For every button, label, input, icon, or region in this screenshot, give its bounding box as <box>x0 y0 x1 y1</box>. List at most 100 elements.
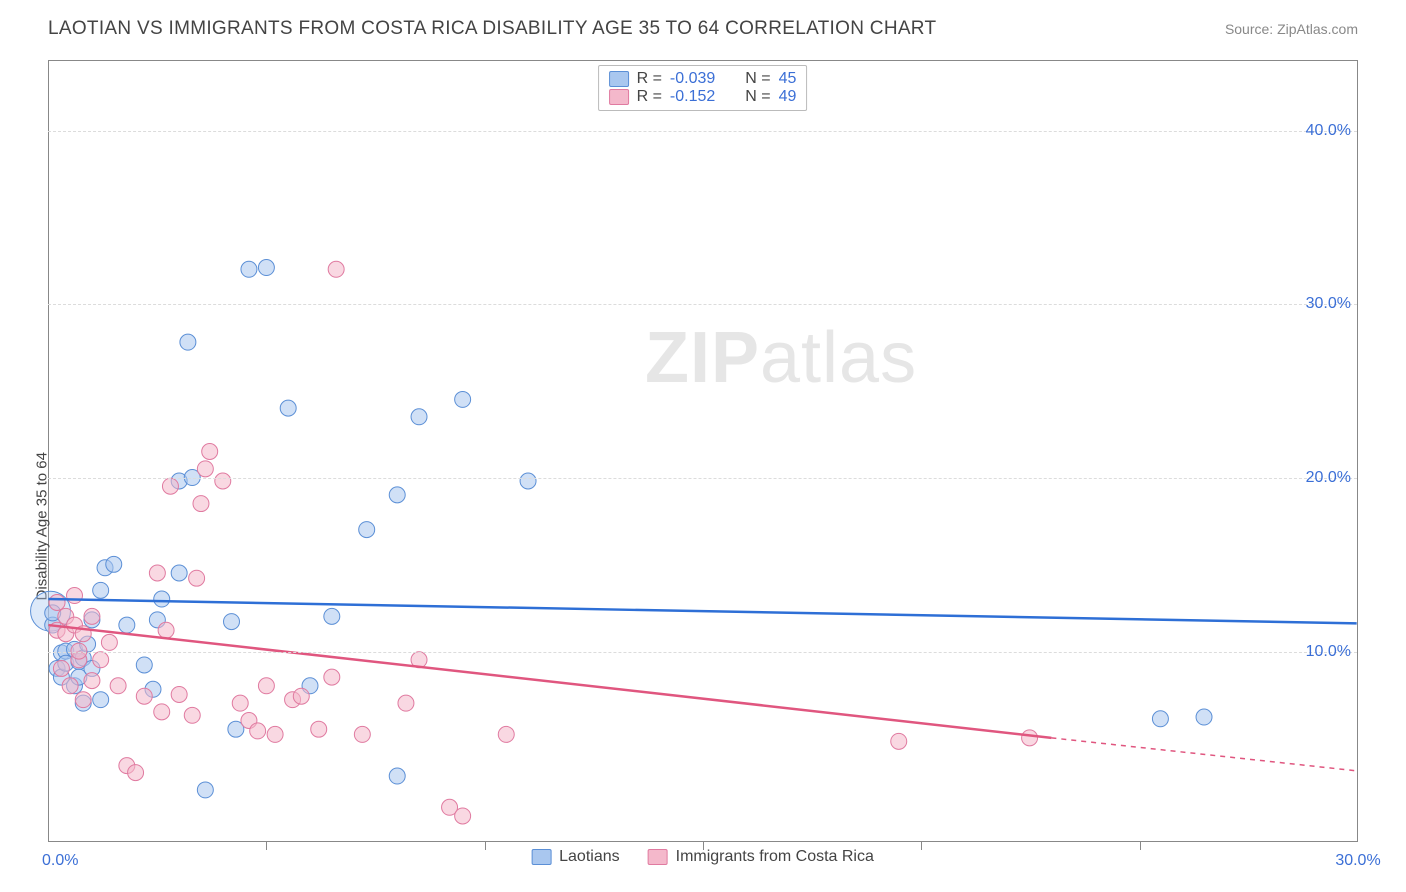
scatter-point-costarica <box>193 496 209 512</box>
scatter-point-laotians <box>106 556 122 572</box>
scatter-point-laotians <box>197 782 213 798</box>
legend-swatch-icon <box>609 71 629 87</box>
n-value: 45 <box>779 70 797 88</box>
series-legend: Laotians Immigrants from Costa Rica <box>531 848 874 866</box>
scatter-point-costarica <box>110 678 126 694</box>
legend-item-laotians: Laotians <box>531 848 620 866</box>
source-label: Source: ZipAtlas.com <box>1225 21 1358 37</box>
scatter-point-laotians <box>1196 709 1212 725</box>
x-tick-max: 30.0% <box>1335 852 1380 870</box>
scatter-point-costarica <box>398 695 414 711</box>
scatter-point-costarica <box>311 721 327 737</box>
scatter-point-laotians <box>1152 711 1168 727</box>
legend-swatch-icon <box>609 89 629 105</box>
x-minor-tick <box>485 842 486 850</box>
scatter-point-laotians <box>93 692 109 708</box>
scatter-point-costarica <box>84 673 100 689</box>
scatter-point-laotians <box>171 565 187 581</box>
chart-container: LAOTIAN VS IMMIGRANTS FROM COSTA RICA DI… <box>0 0 1406 892</box>
scatter-point-costarica <box>49 595 65 611</box>
scatter-point-costarica <box>189 570 205 586</box>
scatter-point-costarica <box>93 652 109 668</box>
legend-swatch-icon <box>531 849 551 865</box>
scatter-point-laotians <box>136 657 152 673</box>
scatter-point-costarica <box>232 695 248 711</box>
scatter-point-costarica <box>215 473 231 489</box>
scatter-point-laotians <box>411 409 427 425</box>
scatter-point-costarica <box>324 669 340 685</box>
scatter-point-costarica <box>891 733 907 749</box>
scatter-point-costarica <box>267 726 283 742</box>
n-label: N = <box>745 70 770 88</box>
scatter-point-costarica <box>158 622 174 638</box>
scatter-point-costarica <box>354 726 370 742</box>
scatter-point-laotians <box>224 614 240 630</box>
scatter-point-costarica <box>67 588 83 604</box>
scatter-point-costarica <box>136 688 152 704</box>
scatter-point-laotians <box>520 473 536 489</box>
scatter-point-costarica <box>101 634 117 650</box>
y-tick-label: 10.0% <box>1306 643 1351 661</box>
r-value: -0.152 <box>670 88 715 106</box>
y-tick-label: 40.0% <box>1306 122 1351 140</box>
x-minor-tick <box>921 842 922 850</box>
scatter-point-laotians <box>389 487 405 503</box>
gridline <box>48 652 1357 653</box>
trend-line-ext-costarica <box>1051 738 1356 771</box>
legend-label: Immigrants from Costa Rica <box>676 848 874 866</box>
scatter-point-costarica <box>250 723 266 739</box>
scatter-point-laotians <box>258 260 274 276</box>
scatter-point-costarica <box>162 478 178 494</box>
scatter-point-costarica <box>84 608 100 624</box>
scatter-point-costarica <box>202 444 218 460</box>
scatter-point-costarica <box>498 726 514 742</box>
scatter-point-costarica <box>258 678 274 694</box>
r-value: -0.039 <box>670 70 715 88</box>
scatter-point-costarica <box>171 686 187 702</box>
scatter-point-laotians <box>180 334 196 350</box>
gridline <box>48 131 1357 132</box>
scatter-point-costarica <box>328 261 344 277</box>
scatter-point-laotians <box>359 522 375 538</box>
trend-line-costarica <box>48 625 1051 738</box>
trend-line-laotians <box>48 599 1356 623</box>
scatter-point-costarica <box>75 692 91 708</box>
scatter-point-costarica <box>293 688 309 704</box>
r-label: R = <box>637 70 662 88</box>
r-label: R = <box>637 88 662 106</box>
chart-title: LAOTIAN VS IMMIGRANTS FROM COSTA RICA DI… <box>48 18 936 40</box>
x-minor-tick <box>703 842 704 850</box>
scatter-point-costarica <box>53 660 69 676</box>
scatter-point-laotians <box>389 768 405 784</box>
x-minor-tick <box>266 842 267 850</box>
title-row: LAOTIAN VS IMMIGRANTS FROM COSTA RICA DI… <box>48 18 1358 40</box>
scatter-point-costarica <box>197 461 213 477</box>
gridline <box>48 478 1357 479</box>
scatter-point-costarica <box>1022 730 1038 746</box>
scatter-point-costarica <box>149 565 165 581</box>
plot-area: Disability Age 35 to 64 ZIPatlas R =-0.0… <box>48 60 1358 842</box>
plot-svg <box>48 61 1357 842</box>
scatter-point-costarica <box>455 808 471 824</box>
scatter-point-laotians <box>119 617 135 633</box>
y-tick-label: 20.0% <box>1306 469 1351 487</box>
y-tick-label: 30.0% <box>1306 295 1351 313</box>
scatter-point-costarica <box>62 678 78 694</box>
scatter-point-laotians <box>280 400 296 416</box>
scatter-point-costarica <box>154 704 170 720</box>
corr-row-laotians: R = -0.039 N = 45 <box>609 70 797 88</box>
x-minor-tick <box>1140 842 1141 850</box>
scatter-point-costarica <box>128 765 144 781</box>
scatter-point-laotians <box>324 608 340 624</box>
scatter-point-laotians <box>154 591 170 607</box>
n-label: N = <box>745 88 770 106</box>
scatter-point-costarica <box>184 707 200 723</box>
gridline <box>48 304 1357 305</box>
legend-label: Laotians <box>559 848 620 866</box>
corr-row-costarica: R = -0.152 N = 49 <box>609 88 797 106</box>
scatter-point-laotians <box>241 261 257 277</box>
legend-swatch-icon <box>648 849 668 865</box>
correlation-legend: R = -0.039 N = 45 R = -0.152 N = 49 <box>598 65 808 111</box>
n-value: 49 <box>779 88 797 106</box>
scatter-point-laotians <box>93 582 109 598</box>
